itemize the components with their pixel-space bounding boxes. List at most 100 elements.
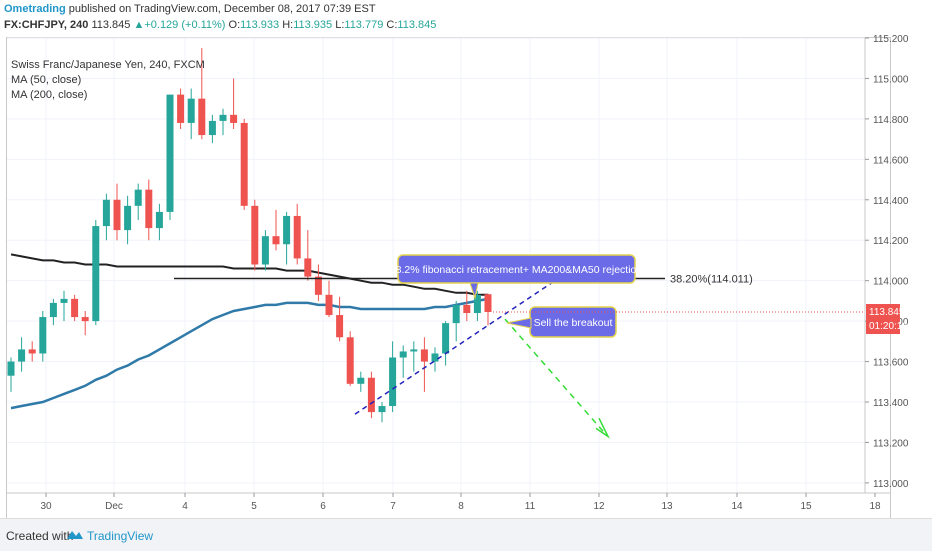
candle-body bbox=[18, 349, 26, 362]
open-value: 113.933 bbox=[240, 19, 280, 31]
high-value: 113.935 bbox=[293, 19, 333, 31]
time-tick-label: 30 bbox=[40, 501, 52, 512]
candle-body bbox=[60, 298, 68, 303]
candle-body bbox=[187, 98, 195, 123]
time-tick-label: 5 bbox=[251, 501, 257, 512]
tradingview-link[interactable]: TradingView bbox=[87, 529, 154, 543]
ma-lines bbox=[10, 253, 489, 410]
candle-body bbox=[102, 199, 110, 227]
candle-body bbox=[49, 302, 57, 318]
candle-body bbox=[230, 114, 238, 123]
candle-body bbox=[367, 377, 375, 413]
price-tick-label: 114.200 bbox=[873, 236, 909, 247]
candle-body bbox=[378, 406, 386, 413]
price-tick-label: 113.200 bbox=[873, 438, 909, 449]
created-with-text: Created with bbox=[6, 529, 74, 543]
candle-body bbox=[71, 298, 79, 318]
candle-body bbox=[28, 349, 36, 354]
candle-body bbox=[473, 294, 481, 314]
target-arrowhead bbox=[595, 417, 610, 439]
candle-body bbox=[484, 294, 492, 313]
trendline-dashed bbox=[354, 280, 556, 415]
price-tick-label: 113.400 bbox=[873, 398, 909, 409]
candle-body bbox=[198, 98, 206, 136]
up-arrow-icon: ▲ bbox=[133, 19, 145, 31]
low-value: 113.779 bbox=[344, 19, 384, 31]
annotations: 38.20%(114.011) 38.2% fibonacci retraceme… bbox=[174, 254, 753, 439]
candle-body bbox=[325, 294, 333, 316]
time-tick-label: 8 bbox=[458, 501, 464, 512]
sell-callout-pointer bbox=[506, 317, 532, 329]
candle-body bbox=[442, 323, 450, 354]
candle-body bbox=[283, 215, 291, 245]
price-tick-label: 113.600 bbox=[873, 358, 909, 369]
price-tick-label: 114.400 bbox=[873, 196, 909, 207]
candles bbox=[7, 48, 492, 423]
instrument-legend: Swiss Franc/Japanese Yen, 240, FXCM bbox=[11, 59, 205, 71]
candle-body bbox=[113, 199, 121, 231]
candle-body bbox=[336, 315, 344, 338]
candle-body bbox=[399, 351, 407, 358]
fib-callout-text: 38.2% fibonacci retracement+ MA200&MA50 … bbox=[390, 264, 643, 276]
candle-body bbox=[261, 236, 269, 265]
candle-body bbox=[81, 317, 89, 322]
candle-body bbox=[177, 94, 185, 123]
candle-body bbox=[145, 189, 153, 229]
candle-body bbox=[240, 122, 248, 206]
close-value: 113.845 bbox=[397, 19, 437, 31]
last-price-text: 113.845 bbox=[869, 307, 905, 318]
candle-body bbox=[155, 211, 163, 229]
candle-body bbox=[134, 189, 142, 206]
candle-body bbox=[431, 353, 439, 362]
price-tick-label: 114.600 bbox=[873, 155, 909, 166]
low-label: L: bbox=[335, 19, 345, 31]
price-tick-label: 115.200 bbox=[873, 34, 909, 45]
open-label: O: bbox=[228, 19, 241, 31]
ma50-legend: MA (50, close) bbox=[11, 74, 81, 86]
candle-body bbox=[463, 304, 471, 314]
tradingview-logo-icon bbox=[67, 531, 83, 539]
publish-line: Ometrading published on TradingView.com,… bbox=[4, 3, 376, 15]
candle-body bbox=[293, 215, 301, 259]
candle-body bbox=[272, 236, 280, 245]
price-axis: 115.200 115.000 114.800 114.600 114.400 114.2… bbox=[865, 34, 909, 490]
countdown-text: 01:20:16 bbox=[869, 321, 908, 332]
author-name[interactable]: Ometrading bbox=[4, 3, 66, 15]
published-text: published on TradingView.com, December 0… bbox=[68, 3, 376, 15]
ma50-line bbox=[10, 297, 489, 410]
time-tick-label: Dec bbox=[105, 501, 123, 512]
footer-bar: Created with TradingView bbox=[0, 518, 932, 551]
time-tick-label: 13 bbox=[661, 501, 673, 512]
change-value: +0.129 (+0.11%) bbox=[144, 19, 226, 31]
candle-body bbox=[314, 276, 322, 295]
candle-body bbox=[420, 349, 428, 362]
time-tick-label: 18 bbox=[869, 501, 881, 512]
time-tick-label: 6 bbox=[320, 501, 326, 512]
candle-body bbox=[304, 258, 312, 277]
price-tick-label: 115.000 bbox=[873, 74, 909, 85]
last-price: 113.845 bbox=[91, 19, 131, 31]
candle-body bbox=[7, 361, 15, 376]
time-tick-label: 7 bbox=[390, 501, 396, 512]
sell-callout-text: Sell the breakout bbox=[534, 317, 613, 329]
ohlc-line: FX:CHFJPY, 240 113.845 ▲+0.129 (+0.11%) … bbox=[4, 19, 436, 31]
fib-level-label: 38.20%(114.011) bbox=[670, 273, 753, 285]
price-tick-label: 114.000 bbox=[873, 277, 909, 288]
candle-body bbox=[39, 317, 47, 354]
candle-body bbox=[452, 304, 460, 324]
candle-body bbox=[389, 357, 397, 407]
candle-body bbox=[92, 226, 100, 322]
time-axis: 30 Dec 4 5 6 7 8 11 12 13 14 15 18 bbox=[40, 493, 881, 512]
candle-body bbox=[357, 377, 365, 384]
target-arrow-line bbox=[504, 318, 605, 433]
candle-body bbox=[346, 337, 354, 384]
candle-body bbox=[124, 205, 132, 231]
last-price-tag bbox=[866, 304, 900, 335]
price-tags: 113.845 01:20:16 bbox=[493, 304, 908, 335]
price-tick-label: 113.000 bbox=[873, 479, 909, 490]
high-label: H: bbox=[282, 19, 294, 31]
candle-body bbox=[208, 120, 216, 136]
time-tick-label: 11 bbox=[525, 501, 536, 512]
time-tick-label: 15 bbox=[800, 501, 812, 512]
